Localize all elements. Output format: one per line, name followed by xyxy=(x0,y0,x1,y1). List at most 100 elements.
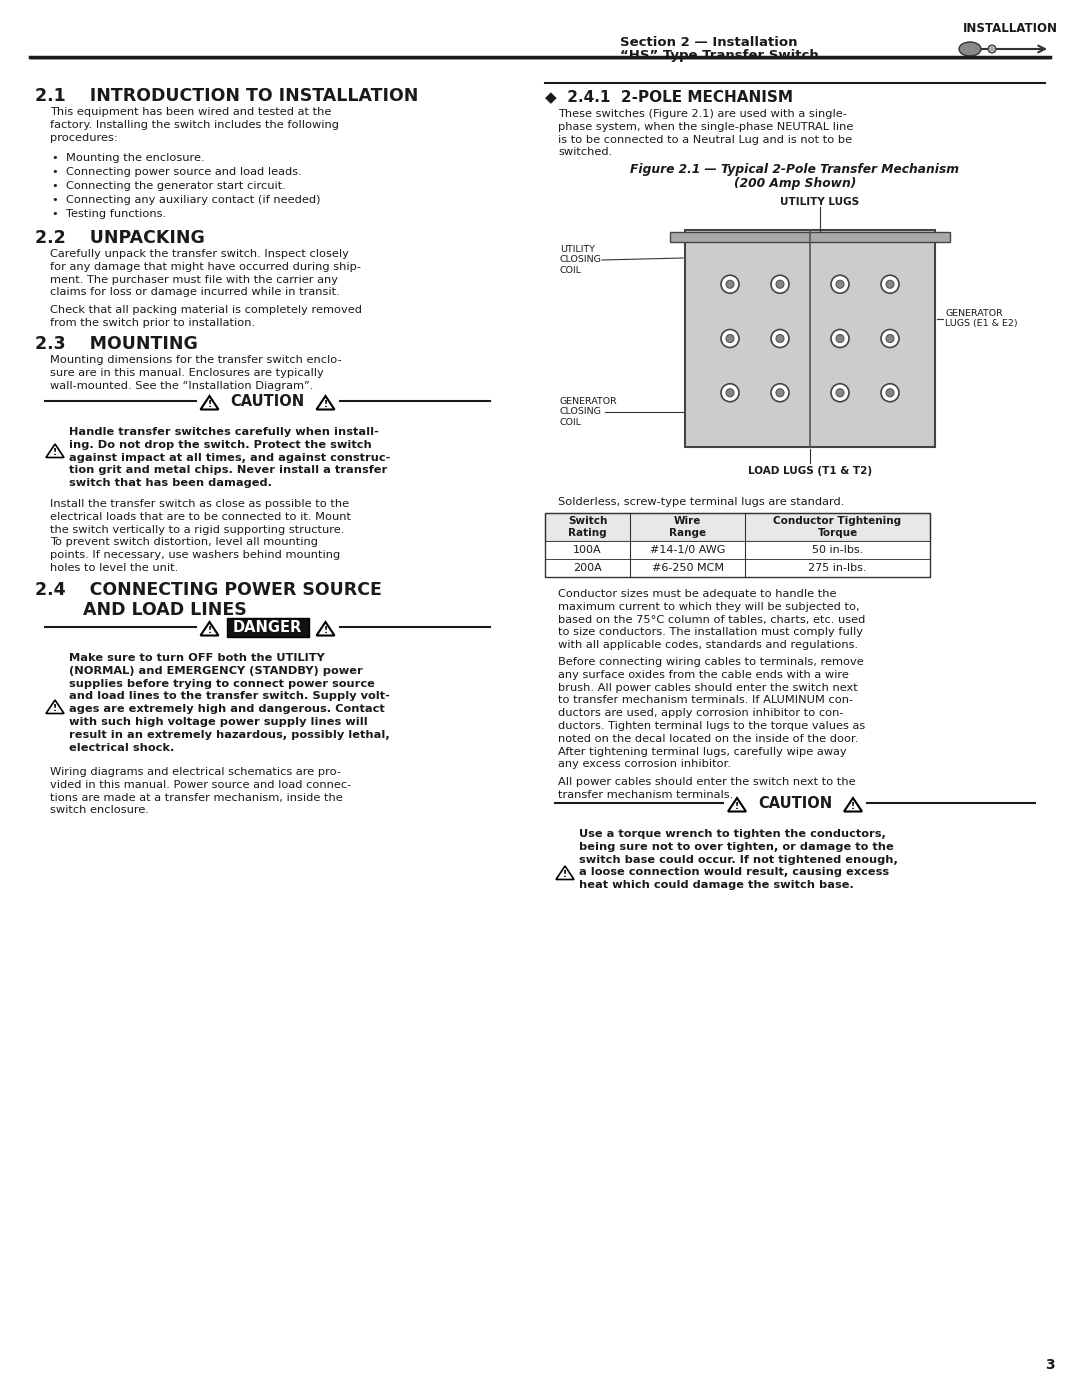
Text: Make sure to turn OFF both the UTILITY
(NORMAL) and EMERGENCY (STANDBY) power
su: Make sure to turn OFF both the UTILITY (… xyxy=(69,652,390,753)
Text: GENERATOR
LUGS (E1 & E2): GENERATOR LUGS (E1 & E2) xyxy=(945,309,1017,328)
Text: #6-250 MCM: #6-250 MCM xyxy=(651,563,724,573)
Text: UTILITY LUGS: UTILITY LUGS xyxy=(781,197,860,207)
Text: 2.3    MOUNTING: 2.3 MOUNTING xyxy=(35,335,198,353)
Polygon shape xyxy=(201,395,218,409)
Circle shape xyxy=(831,275,849,293)
Text: •  Connecting any auxiliary contact (if needed): • Connecting any auxiliary contact (if n… xyxy=(52,196,321,205)
Text: Before connecting wiring cables to terminals, remove
any surface oxides from the: Before connecting wiring cables to termi… xyxy=(558,657,865,770)
Text: Handle transfer switches carefully when install-
ing. Do not drop the switch. Pr: Handle transfer switches carefully when … xyxy=(69,427,390,488)
Text: INSTALLATION: INSTALLATION xyxy=(962,22,1057,35)
Polygon shape xyxy=(728,798,746,812)
Text: !: ! xyxy=(53,704,57,712)
Text: Switch
Rating: Switch Rating xyxy=(568,517,607,538)
Text: Mounting dimensions for the transfer switch enclo-
sure are in this manual. Encl: Mounting dimensions for the transfer swi… xyxy=(50,355,341,391)
Text: !: ! xyxy=(323,400,327,408)
Bar xyxy=(545,513,930,577)
Text: DANGER: DANGER xyxy=(233,619,302,634)
Text: •  Testing functions.: • Testing functions. xyxy=(52,210,166,219)
Text: !: ! xyxy=(323,626,327,634)
Text: Install the transfer switch as close as possible to the
electrical loads that ar: Install the transfer switch as close as … xyxy=(50,499,351,573)
Circle shape xyxy=(836,281,843,288)
Text: !: ! xyxy=(53,447,57,457)
Polygon shape xyxy=(843,798,862,812)
Bar xyxy=(555,196,1035,485)
Circle shape xyxy=(721,384,739,402)
Polygon shape xyxy=(201,622,218,636)
Circle shape xyxy=(777,281,784,288)
Circle shape xyxy=(881,330,899,348)
Circle shape xyxy=(831,384,849,402)
Polygon shape xyxy=(556,866,573,880)
Text: •  Connecting power source and load leads.: • Connecting power source and load leads… xyxy=(52,168,301,177)
Circle shape xyxy=(831,330,849,348)
Text: 2.2    UNPACKING: 2.2 UNPACKING xyxy=(35,229,205,247)
Text: ◆  2.4.1  2-POLE MECHANISM: ◆ 2.4.1 2-POLE MECHANISM xyxy=(545,89,793,103)
Circle shape xyxy=(886,334,894,342)
Bar xyxy=(545,541,930,559)
Circle shape xyxy=(886,281,894,288)
Text: LOAD LUGS (T1 & T2): LOAD LUGS (T1 & T2) xyxy=(748,467,872,476)
Circle shape xyxy=(771,275,789,293)
Text: Use a torque wrench to tighten the conductors,
being sure not to over tighten, o: Use a torque wrench to tighten the condu… xyxy=(579,828,897,890)
Text: Wire
Range: Wire Range xyxy=(669,517,706,538)
Text: CAUTION: CAUTION xyxy=(758,795,832,810)
Text: CAUTION: CAUTION xyxy=(230,394,305,408)
Text: !: ! xyxy=(563,869,567,879)
Text: UTILITY
CLOSING
COIL: UTILITY CLOSING COIL xyxy=(561,244,602,275)
Circle shape xyxy=(721,330,739,348)
Text: 2.1    INTRODUCTION TO INSTALLATION: 2.1 INTRODUCTION TO INSTALLATION xyxy=(35,87,418,105)
Circle shape xyxy=(726,388,734,397)
Circle shape xyxy=(881,275,899,293)
Text: (200 Amp Shown): (200 Amp Shown) xyxy=(733,177,856,190)
Ellipse shape xyxy=(959,42,981,56)
Text: Conductor Tightening
Torque: Conductor Tightening Torque xyxy=(773,517,902,538)
Text: 200A: 200A xyxy=(573,563,602,573)
Text: 3: 3 xyxy=(1045,1358,1055,1372)
FancyBboxPatch shape xyxy=(227,617,309,637)
Text: 100A: 100A xyxy=(573,545,602,555)
Text: Solderless, screw-type terminal lugs are standard.: Solderless, screw-type terminal lugs are… xyxy=(558,497,845,507)
Text: Wiring diagrams and electrical schematics are pro-
vided in this manual. Power s: Wiring diagrams and electrical schematic… xyxy=(50,767,351,816)
Text: !: ! xyxy=(207,400,212,408)
Circle shape xyxy=(721,275,739,293)
Text: Carefully unpack the transfer switch. Inspect closely
for any damage that might : Carefully unpack the transfer switch. In… xyxy=(50,249,361,298)
Text: #14-1/0 AWG: #14-1/0 AWG xyxy=(650,545,725,555)
Text: Conductor sizes must be adequate to handle the
maximum current to which they wil: Conductor sizes must be adequate to hand… xyxy=(558,590,865,650)
Ellipse shape xyxy=(988,45,996,53)
Text: !: ! xyxy=(851,802,855,810)
Circle shape xyxy=(777,334,784,342)
Text: !: ! xyxy=(207,626,212,634)
Circle shape xyxy=(777,388,784,397)
Text: “HS” Type Transfer Switch: “HS” Type Transfer Switch xyxy=(620,49,819,61)
Polygon shape xyxy=(46,700,64,714)
Text: •  Mounting the enclosure.: • Mounting the enclosure. xyxy=(52,154,204,163)
Circle shape xyxy=(771,330,789,348)
Polygon shape xyxy=(46,444,64,457)
Polygon shape xyxy=(316,395,335,409)
Circle shape xyxy=(771,384,789,402)
Circle shape xyxy=(886,388,894,397)
Text: Figure 2.1 — Typical 2-Pole Transfer Mechanism: Figure 2.1 — Typical 2-Pole Transfer Mec… xyxy=(631,163,959,176)
Text: !: ! xyxy=(734,802,739,810)
Circle shape xyxy=(836,334,843,342)
Text: Section 2 — Installation: Section 2 — Installation xyxy=(620,35,797,49)
Bar xyxy=(685,231,935,447)
Text: This equipment has been wired and tested at the
factory. Installing the switch i: This equipment has been wired and tested… xyxy=(50,108,339,142)
Text: Check that all packing material is completely removed
from the switch prior to i: Check that all packing material is compl… xyxy=(50,305,362,328)
Circle shape xyxy=(726,281,734,288)
Circle shape xyxy=(881,384,899,402)
Text: These switches (Figure 2.1) are used with a single-
phase system, when the singl: These switches (Figure 2.1) are used wit… xyxy=(558,109,853,158)
FancyArrowPatch shape xyxy=(968,46,1044,52)
Circle shape xyxy=(836,388,843,397)
Bar xyxy=(545,559,930,577)
Text: 2.4    CONNECTING POWER SOURCE: 2.4 CONNECTING POWER SOURCE xyxy=(35,581,382,599)
Text: 50 in-lbs.: 50 in-lbs. xyxy=(812,545,863,555)
Text: All power cables should enter the switch next to the
transfer mechanism terminal: All power cables should enter the switch… xyxy=(558,777,855,800)
Polygon shape xyxy=(316,622,335,636)
Text: AND LOAD LINES: AND LOAD LINES xyxy=(83,601,246,619)
Circle shape xyxy=(726,334,734,342)
Bar xyxy=(670,232,950,242)
Text: •  Connecting the generator start circuit.: • Connecting the generator start circuit… xyxy=(52,182,286,191)
Text: GENERATOR
CLOSING
COIL: GENERATOR CLOSING COIL xyxy=(561,397,618,427)
Text: 275 in-lbs.: 275 in-lbs. xyxy=(808,563,867,573)
